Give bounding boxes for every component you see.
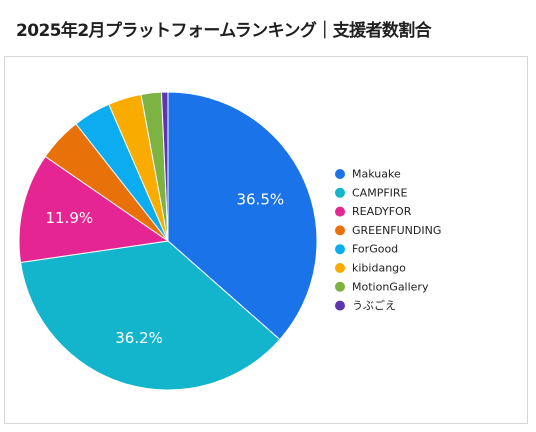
pie-data-labels: 36.5% 36.2% 11.9% (45, 190, 284, 347)
legend-label: うぶごえ (352, 298, 396, 312)
legend-marker (335, 169, 345, 179)
pie-slices (18, 91, 318, 391)
legend-label: READYFOR (352, 205, 412, 218)
legend-item-item[interactable]: うぶごえ (335, 298, 396, 312)
data-label-campfire: 36.2% (115, 329, 163, 347)
legend-label: ForGood (352, 243, 398, 256)
legend-label: GREENFUNDING (352, 224, 441, 237)
legend-marker (335, 206, 345, 217)
chart-card: 36.5% 36.2% 11.9% Makuake CAMPFIRE READYFOR G… (4, 56, 528, 424)
legend-item-greenfunding[interactable]: GREENFUNDING (335, 224, 441, 237)
legend-marker (335, 281, 345, 292)
legend-label: Makuake (352, 168, 401, 181)
pie-chart: 36.5% 36.2% 11.9% Makuake CAMPFIRE READYFOR G… (18, 91, 441, 391)
legend-label: CAMPFIRE (352, 186, 408, 199)
pie-slice-campfire[interactable] (19, 240, 281, 391)
pie-slice-makuake[interactable] (167, 91, 318, 341)
legend-label: MotionGallery (352, 280, 429, 293)
legend-item-kibidango[interactable]: kibidango (335, 262, 406, 275)
legend-item-makuake[interactable]: Makuake (335, 168, 401, 181)
legend-marker (335, 225, 345, 236)
legend-item-readyfor[interactable]: READYFOR (335, 205, 412, 218)
legend-label: kibidango (352, 262, 406, 275)
data-label-makuake: 36.5% (236, 190, 284, 208)
legend-marker (335, 300, 345, 311)
legend-item-campfire[interactable]: CAMPFIRE (335, 186, 408, 199)
legend-item-motiongallery[interactable]: MotionGallery (335, 280, 429, 293)
legend-marker (335, 244, 345, 255)
pie-slice-readyfor[interactable] (18, 155, 170, 264)
data-label-readyfor: 11.9% (45, 209, 93, 227)
legend-marker (335, 263, 345, 273)
legend-item-forgood[interactable]: ForGood (335, 243, 398, 256)
legend: Makuake CAMPFIRE READYFOR GREENFUNDING ForGo… (335, 168, 441, 312)
chart-title: 2025年2月プラットフォームランキング｜支援者数割合 (16, 21, 432, 41)
pie-slice-item[interactable] (160, 91, 169, 242)
legend-marker (335, 187, 345, 198)
